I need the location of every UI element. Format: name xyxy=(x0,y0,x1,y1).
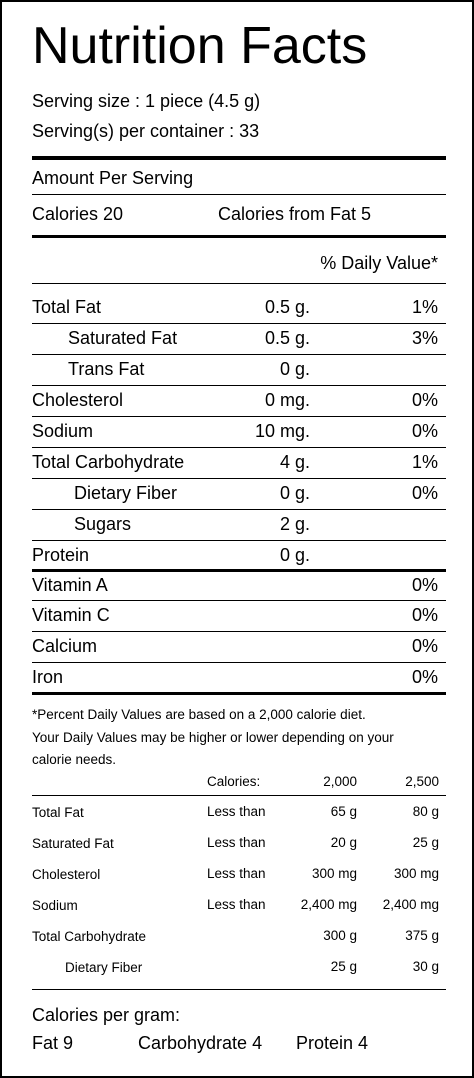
reference-name: Sodium xyxy=(32,898,78,913)
vitamin-name: Vitamin C xyxy=(32,605,110,625)
divider xyxy=(32,540,446,541)
reference-value-2500: 375 g xyxy=(405,928,439,943)
thick-divider xyxy=(32,569,446,572)
divider xyxy=(32,354,446,355)
per-gram-fat: Fat 9 xyxy=(32,1033,74,1053)
calories-from-fat: Calories from Fat 5 xyxy=(218,204,372,224)
vitamin-daily-value: 0% xyxy=(411,605,438,625)
reference-value-2000: 20 g xyxy=(330,835,357,850)
label-title: Nutrition Facts xyxy=(32,17,368,75)
divider xyxy=(32,600,446,601)
footnote-line: *Percent Daily Values are based on a 2,0… xyxy=(32,707,366,722)
nutrient-name: Cholesterol xyxy=(32,390,124,410)
nutrient-name: Trans Fat xyxy=(68,359,145,379)
nutrient-amount: 0.5 g. xyxy=(264,297,310,317)
vitamin-daily-value: 0% xyxy=(411,667,438,687)
nutrient-daily-value: 0% xyxy=(411,483,438,503)
per-gram-protein: Protein 4 xyxy=(296,1033,369,1053)
reference-value-2000: 300 mg xyxy=(311,866,357,881)
divider xyxy=(32,631,446,632)
servings-per-container: Serving(s) per container : 33 xyxy=(32,121,260,141)
divider xyxy=(32,323,446,324)
per-gram-carbohydrate: Carbohydrate 4 xyxy=(138,1033,263,1053)
reference-value-2500: 30 g xyxy=(412,959,439,974)
nutrient-amount: 0 g. xyxy=(279,545,310,565)
reference-name: Dietary Fiber xyxy=(65,960,143,975)
reference-col-2000: 2,000 xyxy=(323,774,357,789)
reference-value-2500: 25 g xyxy=(412,835,439,850)
reference-limit: Less than xyxy=(207,835,266,850)
thick-divider xyxy=(32,692,446,695)
reference-name: Total Carbohydrate xyxy=(32,929,147,944)
nutrient-daily-value: 0% xyxy=(411,390,438,410)
reference-value-2500: 2,400 mg xyxy=(382,897,439,912)
footnote-line: calorie needs. xyxy=(32,752,117,767)
footnote-line: Your Daily Values may be higher or lower… xyxy=(32,730,394,745)
vitamin-daily-value: 0% xyxy=(411,575,438,595)
reference-value-2000: 65 g xyxy=(330,804,357,819)
nutrient-daily-value: 0% xyxy=(411,421,438,441)
divider xyxy=(32,509,446,510)
nutrient-amount: 2 g. xyxy=(279,514,310,534)
nutrient-daily-value: 1% xyxy=(411,452,438,472)
reference-value-2000: 2,400 mg xyxy=(300,897,357,912)
nutrient-name: Dietary Fiber xyxy=(74,483,178,503)
divider xyxy=(32,416,446,417)
nutrient-amount: 0 g. xyxy=(279,483,310,503)
divider xyxy=(32,478,446,479)
vitamin-name: Calcium xyxy=(32,636,98,656)
divider xyxy=(32,385,446,386)
reference-col-2500: 2,500 xyxy=(405,774,439,789)
divider xyxy=(32,662,446,663)
thick-divider xyxy=(32,156,446,160)
nutrient-amount: 0 g. xyxy=(279,359,310,379)
nutrient-name: Protein xyxy=(32,545,90,565)
nutrient-name: Saturated Fat xyxy=(68,328,178,348)
thick-divider xyxy=(32,235,446,238)
nutrient-daily-value: 1% xyxy=(411,297,438,317)
reference-name: Total Fat xyxy=(32,805,84,820)
serving-size: Serving size : 1 piece (4.5 g) xyxy=(32,91,261,111)
reference-limit: Less than xyxy=(207,866,266,881)
divider xyxy=(32,795,446,796)
reference-value-2000: 300 g xyxy=(323,928,357,943)
reference-limit: Less than xyxy=(207,804,266,819)
calories: Calories 20 xyxy=(32,204,124,224)
vitamin-name: Vitamin A xyxy=(32,575,108,595)
nutrient-daily-value: 3% xyxy=(411,328,438,348)
reference-value-2000: 25 g xyxy=(330,959,357,974)
vitamin-name: Iron xyxy=(32,667,64,687)
reference-name: Saturated Fat xyxy=(32,836,114,851)
nutrient-name: Sodium xyxy=(32,421,94,441)
reference-limit: Less than xyxy=(207,897,266,912)
reference-calories-label: Calories: xyxy=(207,774,261,789)
calories-per-gram: Calories per gram: xyxy=(32,1005,181,1025)
nutrient-amount: 10 mg. xyxy=(254,421,310,441)
divider xyxy=(32,447,446,448)
vitamin-daily-value: 0% xyxy=(411,636,438,656)
nutrient-name: Total Carbohydrate xyxy=(32,452,185,472)
nutrient-name: Total Fat xyxy=(32,297,102,317)
daily-value-header: % Daily Value* xyxy=(320,253,438,273)
nutrient-name: Sugars xyxy=(74,514,132,534)
divider xyxy=(32,194,446,195)
amount-per-serving: Amount Per Serving xyxy=(32,168,194,188)
nutrient-amount: 4 g. xyxy=(279,452,310,472)
divider xyxy=(32,989,446,990)
nutrient-amount: 0 mg. xyxy=(264,390,310,410)
reference-value-2500: 300 mg xyxy=(393,866,439,881)
reference-value-2500: 80 g xyxy=(412,804,439,819)
divider xyxy=(32,283,446,284)
nutrient-amount: 0.5 g. xyxy=(264,328,310,348)
reference-name: Cholesterol xyxy=(32,867,101,882)
